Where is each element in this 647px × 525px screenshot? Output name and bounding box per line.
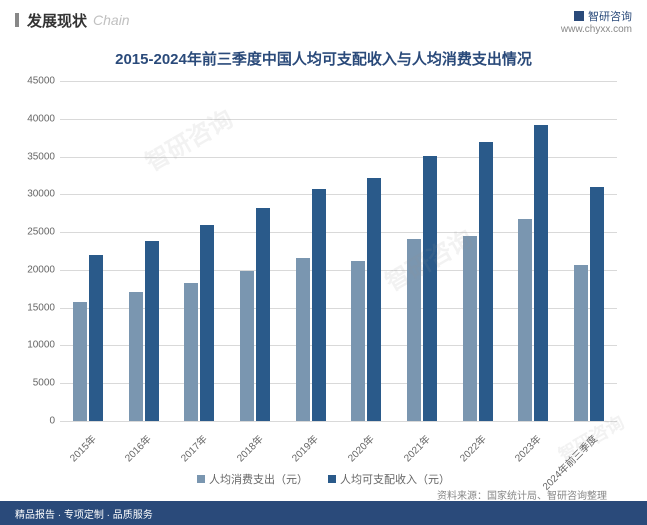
x-label: 2020年 (344, 431, 377, 464)
y-axis: 0500010000150002000025000300003500040000… (20, 81, 60, 421)
bar (423, 156, 437, 421)
legend-swatch (197, 475, 205, 483)
bars-container (60, 81, 617, 421)
bar (590, 187, 604, 421)
bar-group (506, 125, 562, 421)
x-label: 2015年 (65, 431, 98, 464)
header-title-cn: 发展现状 (27, 10, 87, 31)
bar (145, 241, 159, 421)
bar (367, 178, 381, 421)
bar (296, 258, 310, 421)
bar (518, 219, 532, 421)
bar (240, 271, 254, 421)
x-label: 2017年 (176, 431, 209, 464)
bar (407, 239, 421, 421)
bar (574, 265, 588, 421)
bar (479, 142, 493, 421)
footer: 精品报告 · 专项定制 · 品质服务 (0, 501, 647, 525)
bar (256, 208, 270, 421)
chart-area: 2015-2024年前三季度中国人均可支配收入与人均消费支出情况 0500010… (0, 40, 647, 500)
header-brand-block: 智研咨询 www.chyxx.com (561, 8, 632, 35)
bar-group (561, 187, 617, 421)
legend: 人均消费支出（元） 人均可支配收入（元） (20, 471, 627, 487)
bar-group (116, 241, 172, 421)
legend-item: 人均消费支出（元） (197, 471, 308, 487)
x-label: 2018年 (232, 431, 265, 464)
bar-group (227, 208, 283, 421)
bar-group (339, 178, 395, 421)
x-label: 2023年 (511, 431, 544, 464)
x-label: 2022年 (455, 431, 488, 464)
bar-group (450, 142, 506, 421)
bar-group (283, 189, 339, 421)
y-tick: 5000 (33, 378, 55, 389)
chart-title: 2015-2024年前三季度中国人均可支配收入与人均消费支出情况 (20, 40, 627, 81)
header: 发展现状 Chain 智研咨询 www.chyxx.com (0, 0, 647, 40)
bar (73, 302, 87, 421)
plot: 0500010000150002000025000300003500040000… (60, 81, 617, 421)
bar-group (171, 225, 227, 421)
legend-item: 人均可支配收入（元） (328, 471, 450, 487)
source-text: 资料来源：国家统计局、智研咨询整理 (20, 487, 627, 502)
bar (351, 261, 365, 421)
bar (89, 255, 103, 421)
y-tick: 30000 (27, 189, 55, 200)
y-tick: 45000 (27, 76, 55, 87)
y-tick: 20000 (27, 264, 55, 275)
y-tick: 10000 (27, 340, 55, 351)
y-tick: 40000 (27, 113, 55, 124)
header-title-en: Chain (93, 12, 130, 28)
y-tick: 0 (49, 416, 55, 427)
header-accent-bar (15, 13, 19, 27)
bar (184, 283, 198, 421)
bar-group (60, 255, 116, 421)
legend-label: 人均消费支出（元） (209, 471, 308, 487)
bar (129, 292, 143, 421)
y-tick: 25000 (27, 227, 55, 238)
x-axis-labels: 2015年 2016年 2017年 2018年 2019年 2020年 2021年 2022年… (60, 421, 617, 471)
x-label: 2021年 (399, 431, 432, 464)
bar (534, 125, 548, 421)
footer-text: 精品报告 · 专项定制 · 品质服务 (15, 506, 153, 521)
y-tick: 35000 (27, 151, 55, 162)
legend-swatch (328, 475, 336, 483)
brand-line: 智研咨询 (561, 8, 632, 24)
bar-group (394, 156, 450, 421)
brand-icon (574, 11, 584, 21)
bar (200, 225, 214, 421)
x-label: 2016年 (121, 431, 154, 464)
y-tick: 15000 (27, 302, 55, 313)
brand-name: 智研咨询 (588, 8, 632, 24)
bar (312, 189, 326, 421)
legend-label: 人均可支配收入（元） (340, 471, 450, 487)
x-label: 2019年 (288, 431, 321, 464)
brand-url: www.chyxx.com (561, 24, 632, 35)
bar (463, 236, 477, 421)
